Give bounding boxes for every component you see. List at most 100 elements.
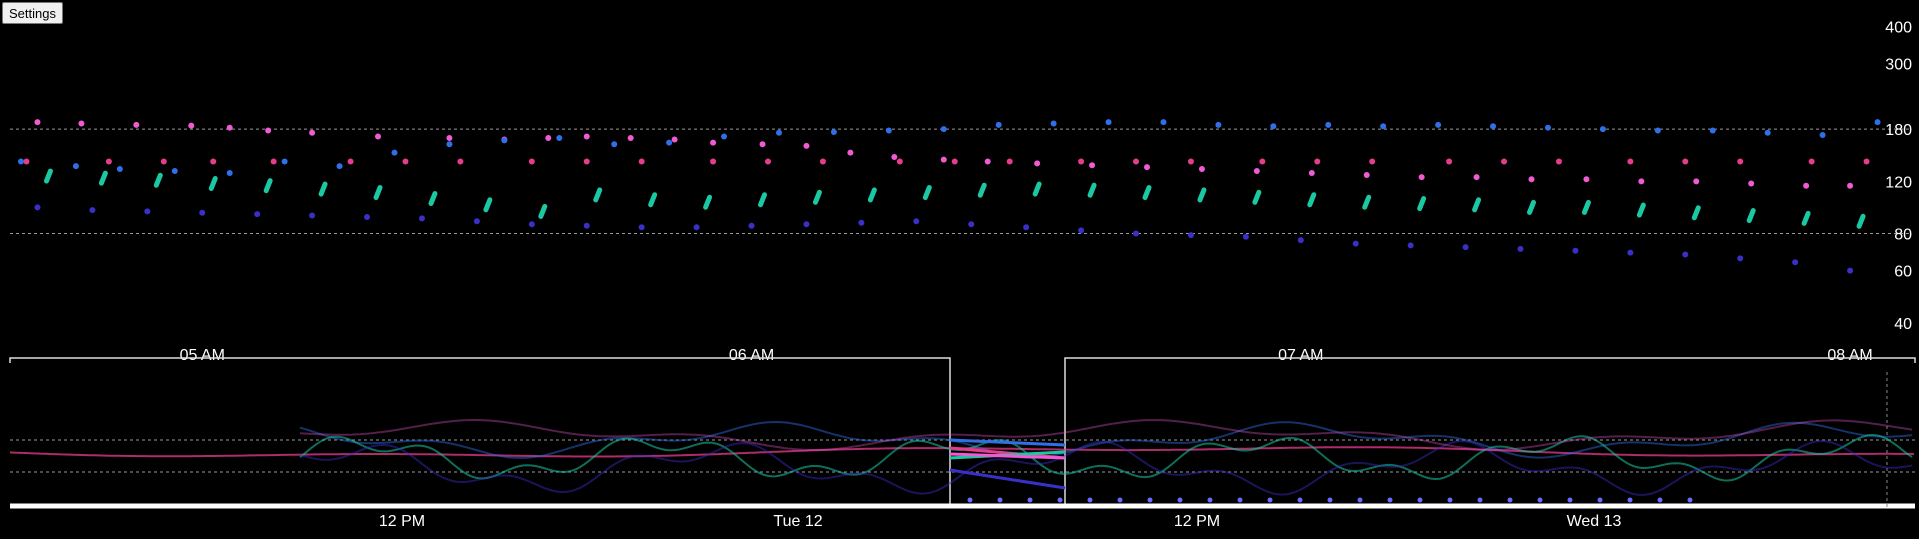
- data-point: [759, 141, 766, 148]
- data-point: [1297, 237, 1304, 244]
- navigator-left-bracket: [9, 357, 951, 505]
- data-point: [1105, 119, 1112, 126]
- data-point: [748, 222, 755, 229]
- data-point: [819, 158, 826, 165]
- navigator-point: [1567, 497, 1573, 503]
- data-point: [318, 181, 328, 197]
- data-point: [1215, 121, 1222, 128]
- data-point: [1462, 244, 1469, 251]
- data-point: [347, 158, 354, 165]
- data-point: [418, 215, 425, 222]
- data-point: [34, 119, 41, 126]
- data-point: [72, 163, 79, 170]
- data-point: [199, 209, 206, 216]
- navigator-point: [1237, 497, 1243, 503]
- data-point: [336, 163, 343, 170]
- data-point: [867, 187, 877, 203]
- data-point: [627, 134, 634, 141]
- data-point: [391, 149, 398, 156]
- data-point: [1270, 123, 1277, 130]
- data-point: [765, 158, 771, 165]
- data-point: [1792, 259, 1799, 266]
- data-point: [1050, 120, 1057, 127]
- data-point: [830, 129, 837, 136]
- data-point: [1446, 158, 1453, 165]
- data-point: [17, 158, 24, 165]
- y-tick-label: 60: [1894, 264, 1912, 281]
- data-point: [281, 158, 288, 165]
- data-point: [858, 219, 865, 226]
- navigator-point: [1267, 497, 1273, 503]
- data-point: [1544, 124, 1551, 131]
- navigator-point: [1597, 497, 1603, 503]
- data-point: [1627, 249, 1634, 256]
- data-point: [951, 158, 958, 165]
- data-point: [984, 158, 991, 165]
- data-point: [171, 168, 178, 175]
- data-point: [1572, 247, 1579, 254]
- data-point: [1198, 166, 1205, 173]
- navigator-point: [1297, 497, 1303, 503]
- data-point: [1032, 181, 1042, 197]
- data-point: [375, 133, 382, 140]
- data-point: [1034, 160, 1041, 167]
- data-point: [483, 197, 493, 213]
- y-tick-label: 180: [1885, 122, 1912, 139]
- y-tick-label: 80: [1894, 227, 1912, 244]
- data-point: [940, 126, 947, 133]
- x-tick-label: 07 AM: [1278, 347, 1323, 364]
- data-point: [153, 172, 163, 188]
- data-point: [710, 139, 717, 146]
- data-point: [1142, 185, 1152, 201]
- data-point: [1528, 176, 1535, 183]
- navigator-point: [1627, 497, 1633, 503]
- data-point: [1517, 245, 1524, 252]
- data-point: [1803, 182, 1810, 189]
- data-point: [1764, 129, 1771, 136]
- y-tick-label: 120: [1885, 174, 1912, 191]
- data-point: [1417, 196, 1427, 212]
- data-point: [1473, 174, 1480, 181]
- overview-navigator[interactable]: 12 PM Tue 12 12 PM Wed 13: [9, 357, 1916, 530]
- data-point: [263, 178, 273, 194]
- data-point: [1407, 242, 1414, 249]
- data-point: [1006, 158, 1013, 165]
- data-point: [1654, 127, 1661, 134]
- data-point: [1187, 232, 1194, 239]
- data-point: [1253, 168, 1260, 175]
- navigator-trace: [299, 440, 1913, 496]
- data-point: [373, 185, 383, 201]
- data-point: [1746, 208, 1756, 224]
- data-point: [1748, 180, 1755, 187]
- data-point: [968, 221, 975, 228]
- navigator-point: [1117, 497, 1123, 503]
- navigator-point: [1177, 497, 1183, 503]
- data-point: [226, 170, 233, 177]
- navigator-point: [1477, 497, 1483, 503]
- data-point: [1325, 121, 1332, 128]
- data-point: [803, 221, 810, 228]
- data-point: [1627, 158, 1634, 165]
- data-point: [803, 142, 810, 149]
- settings-button[interactable]: Settings: [2, 2, 63, 24]
- data-point: [693, 224, 700, 231]
- data-point: [226, 124, 233, 131]
- data-point: [1636, 202, 1646, 218]
- data-point: [1874, 119, 1881, 126]
- data-point: [1737, 255, 1744, 262]
- data-point: [1435, 121, 1442, 128]
- data-point: [583, 222, 590, 229]
- data-point: [593, 187, 603, 203]
- data-point: [309, 129, 316, 136]
- data-point: [528, 158, 535, 165]
- data-point: [1133, 230, 1140, 237]
- data-point: [1160, 119, 1167, 126]
- data-point: [23, 158, 30, 165]
- data-point: [1638, 178, 1645, 185]
- data-point: [402, 158, 409, 165]
- data-point: [1599, 126, 1606, 133]
- y-tick-label: 400: [1885, 19, 1912, 36]
- data-point: [1362, 194, 1372, 210]
- data-point: [545, 134, 552, 141]
